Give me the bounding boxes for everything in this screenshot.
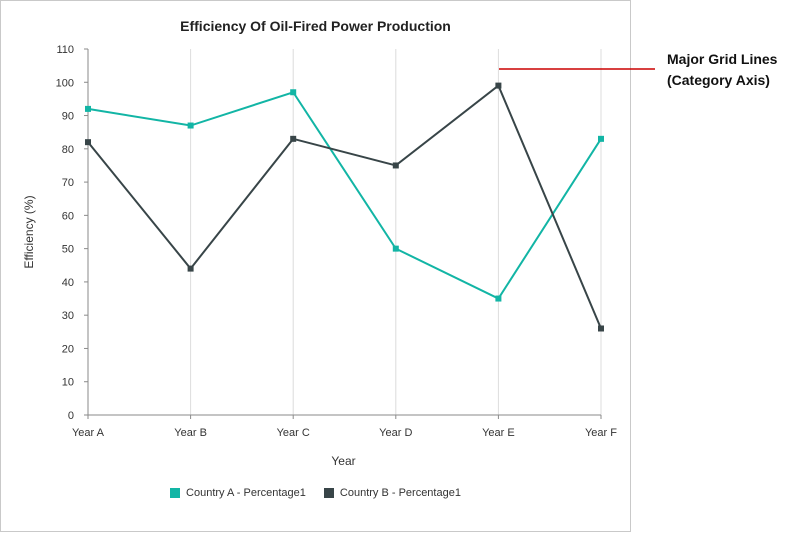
legend-item-country-a[interactable]: Country A - Percentage1 — [170, 487, 306, 499]
legend-swatch-country-a — [170, 488, 181, 498]
data-point-s0-1 — [187, 122, 194, 129]
y-tick-label-60: 60 — [62, 210, 74, 222]
data-point-s1-3 — [392, 162, 399, 169]
y-tick-label-30: 30 — [62, 310, 74, 322]
data-point-s0-3 — [392, 245, 399, 252]
x-tick-label-5: Year F — [585, 427, 617, 439]
y-tick-label-90: 90 — [62, 111, 74, 123]
x-tick-label-3: Year D — [379, 427, 412, 439]
chart-title: Efficiency Of Oil-Fired Power Production — [180, 18, 451, 34]
y-axis-title: Efficiency (%) — [22, 195, 36, 268]
x-tick-label-0: Year A — [72, 427, 105, 439]
x-axis-title: Year — [331, 454, 355, 468]
y-tick-label-80: 80 — [62, 144, 74, 156]
y-tick-label-50: 50 — [62, 244, 74, 256]
data-point-s1-1 — [187, 265, 194, 272]
data-point-s1-5 — [598, 325, 604, 332]
y-tick-label-40: 40 — [62, 277, 74, 289]
data-point-s0-5 — [598, 135, 604, 142]
series-line-0 — [87, 91, 602, 300]
data-point-s1-0 — [85, 139, 91, 146]
y-tick-label-10: 10 — [62, 377, 74, 389]
x-tick-label-4: Year E — [482, 427, 515, 439]
chart-frame — [0, 0, 631, 532]
legend-label-country-b: Country B - Percentage1 — [339, 487, 461, 499]
x-tick-label-2: Year C — [277, 427, 310, 439]
annotation-line-1: Major Grid Lines — [667, 51, 778, 67]
x-tick-label-1: Year B — [174, 427, 207, 439]
series-line-1 — [87, 84, 602, 329]
y-tick-label-20: 20 — [62, 343, 74, 355]
data-point-s0-2 — [290, 89, 297, 96]
legend-item-country-b[interactable]: Country B - Percentage1 — [323, 487, 461, 499]
y-tick-label-110: 110 — [56, 44, 74, 56]
legend-label-country-a: Country A - Percentage1 — [186, 487, 306, 499]
data-point-s1-2 — [290, 135, 297, 142]
y-tick-label-70: 70 — [62, 177, 74, 189]
data-point-s1-4 — [495, 82, 502, 89]
y-tick-label-100: 100 — [56, 77, 74, 89]
annotation-line-2: (Category Axis) — [667, 72, 770, 88]
data-point-s0-0 — [85, 105, 91, 112]
legend-swatch-country-b — [323, 488, 334, 498]
grid-lines-annotation: Major Grid Lines (Category Axis) — [667, 49, 777, 91]
y-tick-label-0: 0 — [68, 410, 74, 422]
data-point-s0-4 — [495, 295, 502, 302]
chart-legend: Country A - Percentage1 Country B - Perc… — [0, 487, 631, 499]
